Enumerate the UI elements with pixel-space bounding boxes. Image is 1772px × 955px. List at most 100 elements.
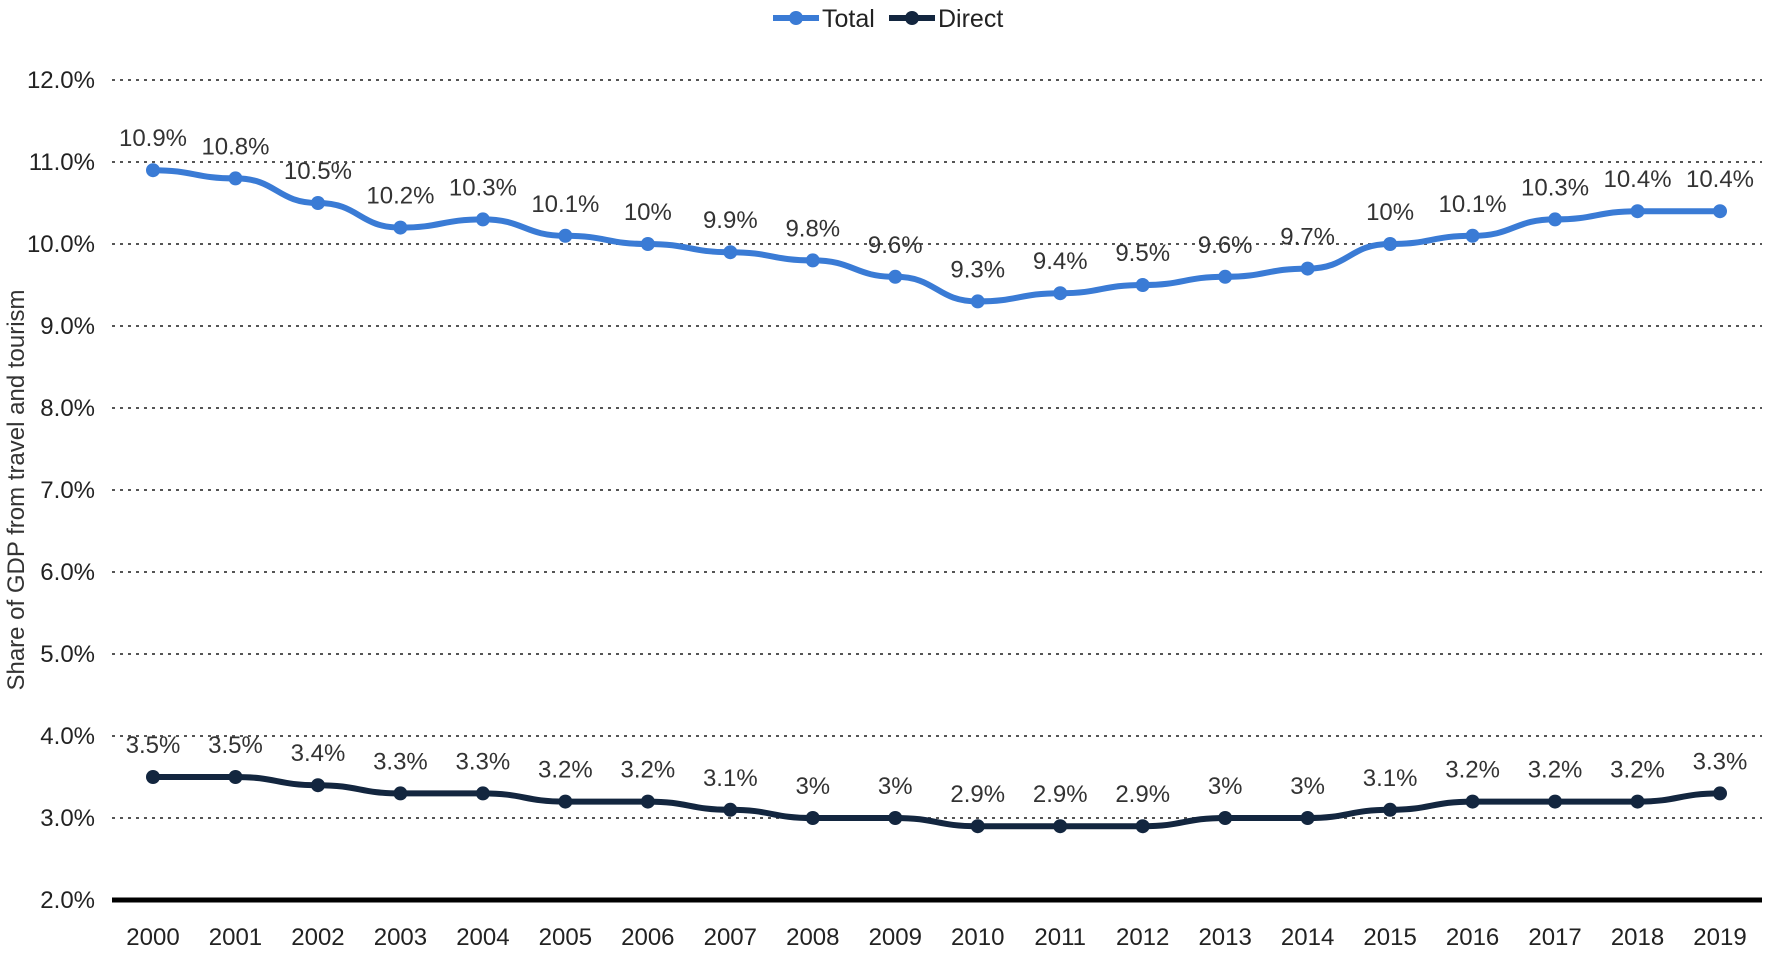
data-label-total: 10.2% [366,183,434,210]
x-tick-label: 2003 [374,924,427,951]
x-tick-label: 2000 [126,924,179,951]
data-point-direct [970,819,985,834]
data-point-total [1218,269,1233,284]
data-label-direct: 3% [795,773,830,800]
x-tick-label: 2006 [621,924,674,951]
data-label-total: 10.1% [1439,191,1507,218]
data-label-total: 9.9% [703,207,758,234]
data-point-direct [393,786,408,801]
data-label-total: 10.4% [1686,166,1754,193]
data-label-direct: 3.5% [126,732,181,759]
gridlines [112,79,1762,903]
y-tick-label: 4.0% [40,723,95,750]
y-tick-label: 6.0% [40,559,95,586]
x-tick-label: 2018 [1611,924,1664,951]
data-label-direct: 3.2% [1445,757,1500,784]
data-label-direct: 3.2% [538,757,593,784]
data-label-direct: 3% [1208,773,1243,800]
data-point-total [146,163,160,178]
data-point-direct [1135,819,1150,834]
data-point-total [1465,228,1480,243]
x-tick-label: 2010 [951,924,1004,951]
data-point-total [1713,204,1727,219]
data-label-total: 9.6% [1198,232,1253,259]
data-label-total: 9.6% [868,232,923,259]
x-tick-label: 2016 [1446,924,1499,951]
data-point-direct [640,794,655,809]
legend-label-direct: Direct [938,5,1003,33]
data-label-total: 10.5% [284,158,352,185]
data-point-total [1053,286,1068,301]
data-point-total [228,171,243,186]
data-label-direct: 3.2% [620,757,675,784]
x-tick-label: 2012 [1116,924,1169,951]
data-point-total [723,245,738,260]
data-label-direct: 2.9% [1033,781,1088,808]
y-tick-label: 11.0% [29,149,95,176]
data-point-direct [1300,811,1315,825]
y-tick-label: 2.0% [40,887,95,914]
x-tick-label: 2001 [209,924,262,951]
data-point-total [888,269,903,284]
x-tick-label: 2014 [1281,924,1334,951]
data-label-direct: 3.1% [703,765,758,792]
x-tick-label: 2011 [1034,924,1086,951]
data-label-direct: 3.4% [291,740,346,767]
data-label-total: 9.5% [1115,240,1170,267]
data-point-total [1630,204,1645,219]
data-point-total [640,237,655,251]
data-point-direct [228,770,243,784]
data-point-direct [475,786,490,801]
x-tick-label: 2015 [1363,924,1416,951]
data-label-total: 9.7% [1280,224,1335,251]
data-point-direct [1465,794,1480,809]
data-label-total: 10.3% [1521,174,1589,201]
data-label-total: 9.4% [1033,248,1088,275]
data-label-total: 9.8% [785,215,840,242]
data-label-total: 10% [624,199,672,226]
data-point-direct [1713,786,1727,801]
x-tick-label: 2007 [704,924,757,951]
data-point-total [558,228,573,243]
data-label-direct: 3.2% [1528,757,1583,784]
legend-marker-total [789,11,803,25]
x-tick-label: 2005 [539,924,592,951]
data-point-direct [888,811,903,825]
data-point-total [1135,278,1150,292]
x-tick-label: 2004 [456,924,509,951]
legend-label-total: Total [822,5,875,33]
x-tick-label: 2019 [1693,924,1746,951]
data-point-direct [805,811,820,825]
data-label-direct: 3.3% [456,748,511,775]
data-label-direct: 2.9% [1115,781,1170,808]
y-tick-label: 7.0% [40,477,95,504]
x-tick-label: 2009 [869,924,922,951]
y-tick-label: 3.0% [40,805,95,832]
x-tick-label: 2017 [1528,924,1581,951]
x-axis: 2000 2001 2002 2003 2004 2005 2006 2007 2008 2009… [126,924,1746,951]
y-tick-label: 5.0% [40,641,95,668]
legend: Total Direct [773,5,1003,33]
data-label-total: 10.8% [201,133,269,160]
x-tick-label: 2008 [786,924,839,951]
data-point-total [1548,212,1563,227]
data-point-direct [1053,819,1068,834]
data-point-direct [558,794,573,809]
data-point-total [970,294,985,309]
data-point-total [805,253,820,268]
data-point-total [310,196,325,210]
data-label-direct: 2.9% [950,781,1005,808]
data-label-direct: 3.3% [373,748,428,775]
y-tick-label: 12.0% [27,67,95,94]
data-labels: 10.9% 10.8% 10.5% 10.2% 10.3% 10.1% 10% 9.9% 9.8… [119,125,1754,808]
data-point-direct [310,778,325,793]
data-label-total: 10.1% [531,191,599,218]
data-label-total: 10.3% [449,174,517,201]
data-point-total [475,212,490,227]
data-point-direct [1548,794,1563,809]
data-label-direct: 3.2% [1610,757,1665,784]
data-point-direct [1383,802,1398,817]
data-label-total: 9.3% [950,256,1005,283]
